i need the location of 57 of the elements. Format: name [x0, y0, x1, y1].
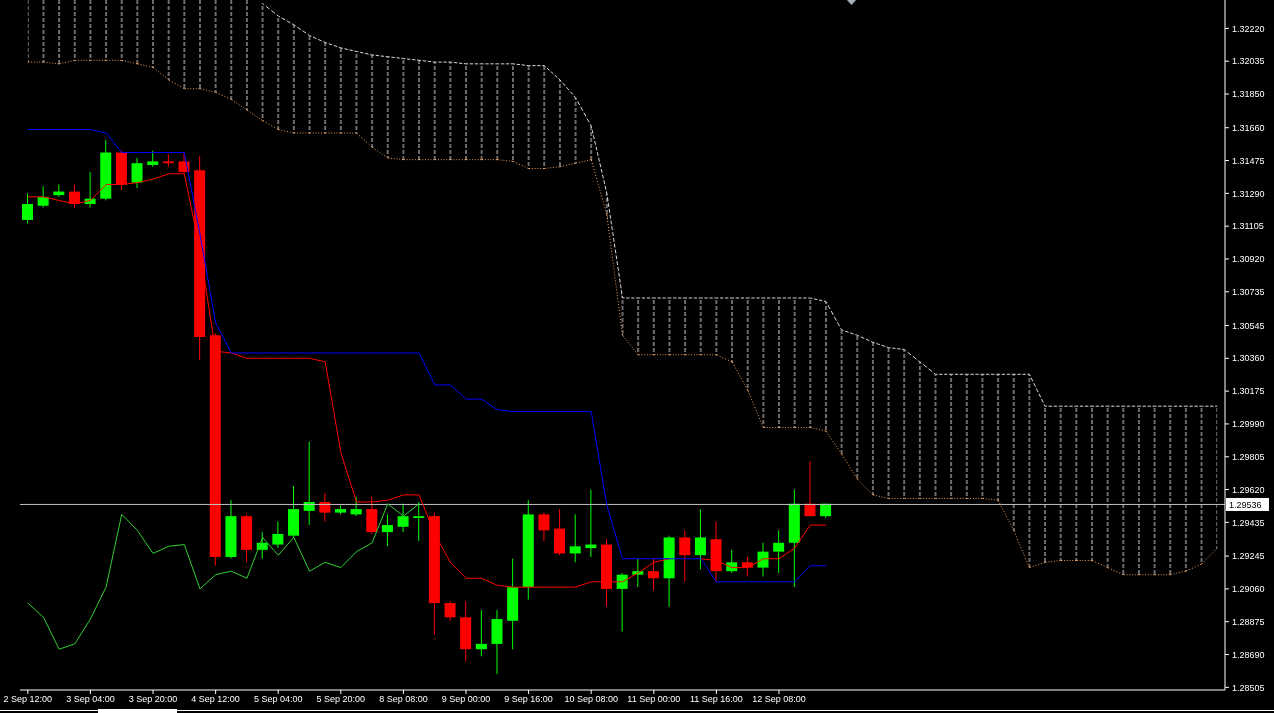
y-tick-label: 1.32220	[1232, 23, 1265, 34]
candlestick	[397, 503, 409, 533]
y-tick-label: 1.28690	[1232, 649, 1265, 660]
x-tick-label: 3 Sep 04:00	[66, 694, 115, 705]
x-tick-label: 4 Sep 12:00	[191, 694, 240, 705]
candlestick	[538, 512, 550, 542]
y-tick-label: 1.29435	[1232, 517, 1265, 528]
x-tick-label: 12 Sep 08:00	[752, 694, 806, 705]
x-tick-label: 5 Sep 04:00	[253, 694, 303, 705]
candlestick	[773, 529, 785, 574]
x-tick-label: 5 Sep 20:00	[316, 694, 366, 705]
candlestick	[679, 529, 691, 583]
y-tick-label: 1.30175	[1232, 386, 1265, 397]
y-tick-label: 1.29805	[1232, 451, 1265, 462]
line-series	[262, 3, 1218, 407]
y-tick-label: 1.31475	[1232, 155, 1265, 166]
x-tick-label: 3 Sep 20:00	[128, 694, 178, 705]
y-tick-label: 1.31105	[1232, 221, 1264, 232]
y-tick-label: 1.30920	[1232, 254, 1265, 265]
y-tick-label: 1.32035	[1232, 56, 1265, 67]
candlestick	[350, 496, 362, 517]
candlestick	[272, 520, 284, 549]
x-tick-label: 10 Sep 08:00	[564, 694, 618, 705]
y-tick-label: 1.29620	[1232, 484, 1265, 495]
y-tick-label: 1.28875	[1232, 616, 1265, 627]
candlestick	[413, 501, 425, 542]
candlestick	[162, 153, 174, 168]
y-tick-label: 1.31660	[1232, 122, 1265, 133]
candlestick	[616, 572, 628, 632]
y-tick-label: 1.30735	[1232, 286, 1265, 297]
candlestick	[303, 441, 315, 526]
x-tick-label: 8 Sep 08:00	[379, 694, 428, 705]
candlestick	[366, 496, 378, 535]
line-series	[27, 503, 420, 650]
x-tick-label: 9 Sep 16:00	[504, 694, 553, 705]
candlestick	[475, 609, 487, 657]
candlestick	[22, 192, 33, 224]
x-tick-label: 9 Sep 00:00	[441, 694, 491, 705]
x-tick-label: 11 Sep 16:00	[689, 694, 743, 705]
y-tick-label: 1.29060	[1232, 584, 1265, 595]
y-tick-label: 1.31290	[1232, 188, 1265, 199]
candlestick	[381, 513, 393, 547]
candlestick	[319, 492, 331, 522]
candlestick	[694, 508, 706, 570]
y-tick-label: 1.29990	[1232, 419, 1265, 430]
y-tick-label: 1.30360	[1232, 353, 1265, 364]
candlestick	[757, 542, 769, 577]
candlestick	[569, 513, 581, 563]
ref-line-label: 1.29536	[1229, 499, 1262, 510]
y-tick-label: 1.29245	[1232, 551, 1265, 562]
x-tick-label: 2 Sep 12:00	[3, 694, 53, 705]
y-tick-label: 1.31850	[1232, 89, 1265, 100]
y-tick-label: 1.30545	[1232, 320, 1265, 331]
candlestick	[444, 600, 456, 622]
y-tick-label: 1.28505	[1232, 682, 1265, 693]
x-tick-label: 11 Sep 00:00	[627, 694, 681, 705]
candlestick	[131, 157, 143, 189]
